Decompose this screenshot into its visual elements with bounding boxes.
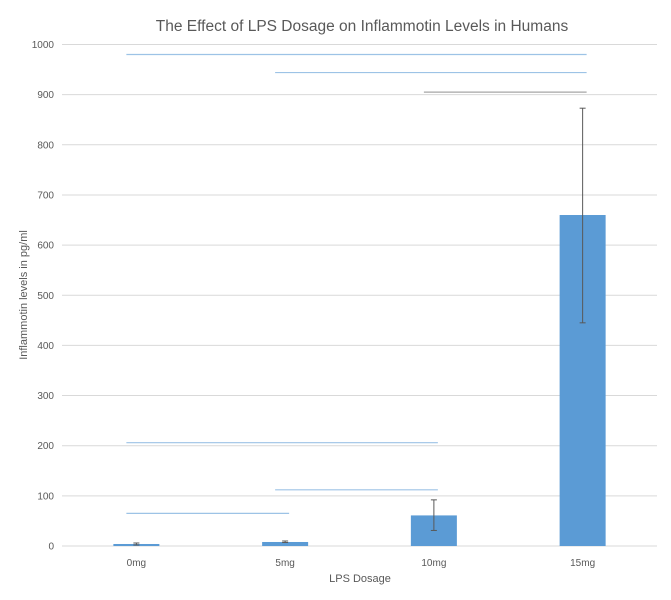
y-tick-labels: 0 100 200 300 400 500 600 700 800 900 1000 (32, 40, 55, 553)
comparison-lines (126, 53, 587, 515)
x-tick-label: 15mg (570, 558, 595, 569)
chart-title: The Effect of LPS Dosage on Inflammotin … (156, 18, 569, 35)
x-tick-label: 0mg (127, 558, 146, 569)
gridlines (62, 44, 657, 547)
y-tick-label: 0 (48, 542, 54, 553)
y-tick-label: 900 (37, 90, 54, 101)
x-tick-label: 5mg (275, 558, 294, 569)
x-axis-label: LPS Dosage (329, 573, 391, 585)
y-axis-label: Inflammotin levels in pg/ml (18, 230, 30, 360)
y-tick-label: 800 (37, 140, 54, 151)
y-tick-label: 1000 (32, 40, 55, 51)
y-tick-label: 500 (37, 291, 54, 302)
y-tick-label: 300 (37, 391, 54, 402)
y-tick-label: 100 (37, 491, 54, 502)
x-tick-labels: 0mg 5mg 10mg 15mg (127, 558, 595, 569)
bar-5mg (262, 541, 309, 546)
y-tick-label: 700 (37, 190, 54, 201)
error-bars (133, 107, 586, 546)
x-tick-label: 10mg (421, 558, 446, 569)
y-tick-label: 200 (37, 441, 54, 452)
y-tick-label: 400 (37, 341, 54, 352)
y-tick-label: 600 (37, 241, 54, 252)
bars (113, 215, 606, 546)
